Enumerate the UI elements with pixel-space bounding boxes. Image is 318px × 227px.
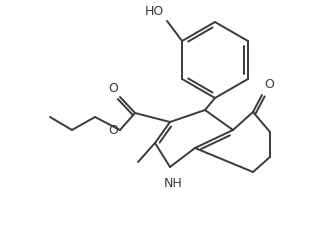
Text: O: O bbox=[108, 82, 118, 95]
Text: NH: NH bbox=[164, 177, 183, 190]
Text: O: O bbox=[264, 78, 274, 91]
Text: HO: HO bbox=[145, 5, 164, 18]
Text: O: O bbox=[108, 124, 118, 138]
